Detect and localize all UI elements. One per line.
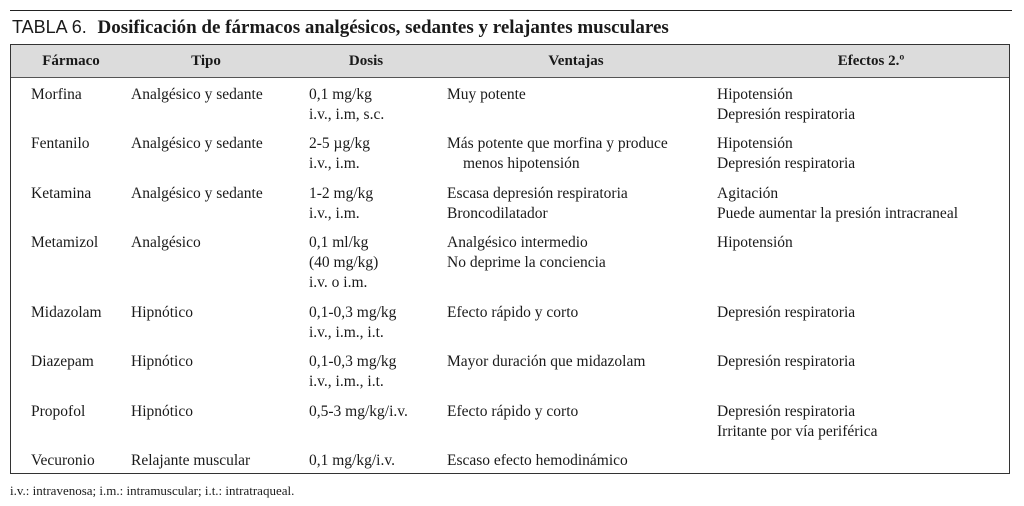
cell-farmaco: Propofol <box>31 403 86 420</box>
cell-line: Depresión respiratoria <box>717 155 856 172</box>
cell-tipo: Relajante muscular <box>131 452 251 469</box>
cell-farmaco: Metamizol <box>31 234 99 251</box>
cell-efectos: Depresión respiratoria <box>717 303 855 323</box>
cell-dosis: 0,1 mg/kg i.v., i.m, s.c. <box>309 85 384 125</box>
cell-line: i.v., i.m., i.t. <box>309 373 384 390</box>
header-efectos: Efectos 2.º <box>837 53 905 69</box>
cell-line: No deprime la conciencia <box>447 254 606 271</box>
cell-line: 0,5-3 mg/kg/i.v. <box>309 403 408 420</box>
table-title: Dosificación de fármacos analgésicos, se… <box>97 17 669 38</box>
cell-line: Mayor duración que midazolam <box>447 353 646 370</box>
cell-line: 0,1 ml/kg <box>309 234 369 251</box>
cell-line: 0,1 mg/kg <box>309 86 372 103</box>
cell-line: Depresión respiratoria <box>717 403 856 420</box>
cell-dosis: 0,1-0,3 mg/kg i.v., i.m., i.t. <box>309 352 396 392</box>
header-dosis: Dosis <box>348 53 384 69</box>
drug-table: Fármaco Tipo Dosis Ventajas Efectos 2.º … <box>10 44 1010 474</box>
cell-efectos: Hipotensión Depresión respiratoria <box>717 85 855 125</box>
cell-dosis: 0,1 ml/kg (40 mg/kg) i.v. o i.m. <box>309 233 378 293</box>
cell-line: 2-5 µg/kg <box>309 135 371 152</box>
cell-tipo: Analgésico y sedante <box>131 86 263 103</box>
cell-farmaco: Ketamina <box>31 185 92 202</box>
header-farmaco: Fármaco <box>42 53 100 69</box>
cell-ventajas: Analgésico intermedio No deprime la conci… <box>447 233 606 273</box>
cell-dosis: 1-2 mg/kg i.v., i.m. <box>309 184 373 224</box>
cell-line: i.v., i.m. <box>309 205 360 222</box>
cell-line: i.v., i.m, s.c. <box>309 106 385 123</box>
cell-dosis: 0,1-0,3 mg/kg i.v., i.m., i.t. <box>309 303 396 343</box>
cell-line: Efecto rápido y corto <box>447 403 579 420</box>
cell-line: 0,1 mg/kg/i.v. <box>309 452 395 469</box>
cell-tipo: Hipnótico <box>131 353 193 370</box>
cell-farmaco: Vecuronio <box>31 452 95 469</box>
cell-ventajas: Mayor duración que midazolam <box>447 352 645 372</box>
cell-ventajas: Escaso efecto hemodinámico <box>447 451 628 471</box>
cell-line: i.v. o i.m. <box>309 274 368 291</box>
cell-dosis: 2-5 µg/kg i.v., i.m. <box>309 134 370 174</box>
cell-ventajas: Efecto rápido y corto <box>447 402 578 422</box>
cell-farmaco: Morfina <box>31 86 82 103</box>
table-header: Fármaco Tipo Dosis Ventajas Efectos 2.º <box>11 45 1009 78</box>
cell-efectos: Depresión respiratoria Irritante por vía … <box>717 402 878 442</box>
cell-line: Escaso efecto hemodinámico <box>447 452 628 469</box>
cell-dosis: 0,5-3 mg/kg/i.v. <box>309 402 408 422</box>
cell-efectos: Hipotensión Depresión respiratoria <box>717 134 855 174</box>
cell-line: Escasa depresión respiratoria <box>447 185 628 202</box>
cell-tipo: Analgésico <box>131 234 201 251</box>
cell-ventajas: Más potente que morfina y produce menos h… <box>447 134 668 174</box>
cell-line: Broncodilatador <box>447 205 548 222</box>
cell-tipo: Hipnótico <box>131 304 193 321</box>
cell-efectos: Agitación Puede aumentar la presión intra… <box>717 184 958 224</box>
cell-ventajas: Efecto rápido y corto <box>447 303 578 323</box>
cell-farmaco: Diazepam <box>31 353 94 370</box>
table-caption: TABLA 6. Dosificación de fármacos analgé… <box>12 15 1012 40</box>
cell-line: 0,1-0,3 mg/kg <box>309 353 397 370</box>
table-footnote: i.v.: intravenosa; i.m.: intramuscular; … <box>10 483 295 498</box>
cell-ventajas: Escasa depresión respiratoria Broncodilat… <box>447 184 628 224</box>
cell-line: (40 mg/kg) <box>309 254 379 271</box>
cell-farmaco: Midazolam <box>31 304 102 321</box>
cell-efectos: Hipotensión <box>717 233 793 253</box>
cell-ventajas: Muy potente <box>447 85 526 105</box>
cell-line: i.v., i.m., i.t. <box>309 324 384 341</box>
cell-line: Muy potente <box>447 86 526 103</box>
cell-line: menos hipotensión <box>463 155 580 172</box>
cell-line: Efecto rápido y corto <box>447 304 579 321</box>
cell-line: Hipotensión <box>717 234 793 251</box>
cell-efectos: Depresión respiratoria <box>717 352 855 372</box>
cell-line: i.v., i.m. <box>309 155 360 172</box>
top-rule <box>10 10 1012 11</box>
table-label: TABLA 6. <box>12 17 87 37</box>
cell-line: Más potente que morfina y produce <box>447 135 668 152</box>
header-ventajas: Ventajas <box>548 53 604 69</box>
cell-line: Analgésico intermedio <box>447 234 588 251</box>
cell-tipo: Analgésico y sedante <box>131 135 263 152</box>
cell-tipo: Analgésico y sedante <box>131 185 263 202</box>
cell-line: Depresión respiratoria <box>717 353 856 370</box>
cell-tipo: Hipnótico <box>131 403 193 420</box>
cell-dosis: 0,1 mg/kg/i.v. <box>309 451 395 471</box>
cell-line: 1-2 mg/kg <box>309 185 374 202</box>
cell-line: Hipotensión <box>717 135 793 152</box>
cell-line: 0,1-0,3 mg/kg <box>309 304 397 321</box>
cell-line: Depresión respiratoria <box>717 304 856 321</box>
cell-farmaco: Fentanilo <box>31 135 90 152</box>
cell-line: Hipotensión <box>717 86 793 103</box>
cell-line: Agitación <box>717 185 779 202</box>
cell-line: Irritante por vía periférica <box>717 423 878 440</box>
header-tipo: Tipo <box>191 53 221 69</box>
cell-line: Puede aumentar la presión intracraneal <box>717 205 958 222</box>
cell-line: Depresión respiratoria <box>717 106 856 123</box>
